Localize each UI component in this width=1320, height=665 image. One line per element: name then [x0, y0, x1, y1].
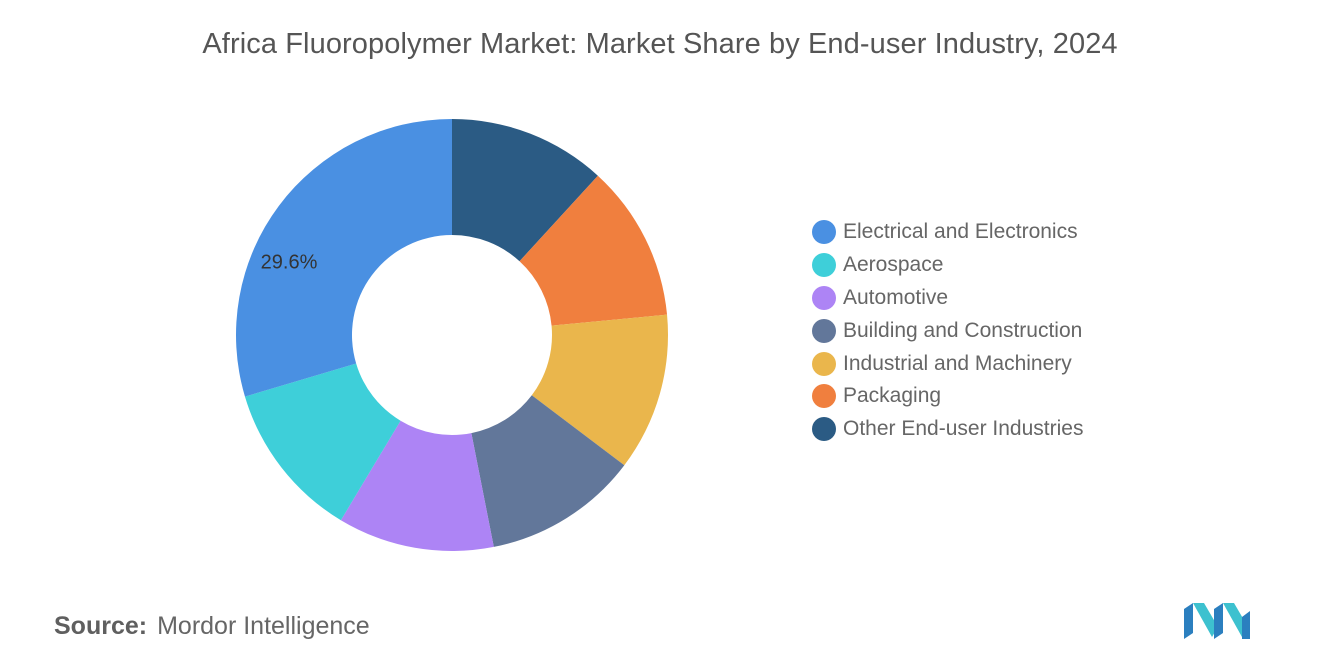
- mordor-intelligence-logo: [1184, 603, 1250, 639]
- legend-swatch: [812, 220, 836, 245]
- legend-item-automotive: Automotive: [812, 282, 1083, 315]
- source-note: Source: Mordor Intelligence: [54, 612, 370, 641]
- legend-label: Building and Construction: [843, 318, 1083, 342]
- legend-swatch: [812, 253, 836, 278]
- legend-label: Industrial and Machinery: [843, 351, 1072, 375]
- chart-legend: Electrical and Electronics Aerospace Autom…: [812, 216, 1083, 446]
- slice-other-end-user-industries: [452, 119, 598, 262]
- legend-swatch: [812, 351, 836, 376]
- slice-electrical-and-electronics: [236, 119, 452, 397]
- slice-packaging: [519, 175, 668, 326]
- legend-label: Electrical and Electronics: [843, 220, 1078, 244]
- slice-automotive: [340, 420, 494, 551]
- legend-item-aerospace: Aerospace: [812, 249, 1083, 282]
- source-value: Mordor Intelligence: [157, 612, 370, 640]
- legend-swatch: [812, 417, 836, 442]
- legend-label: Packaging: [843, 384, 942, 408]
- donut-data-labels: 29.6%: [261, 252, 318, 274]
- legend-item-building-and-construction: Building and Construction: [812, 314, 1083, 347]
- legend-label: Other End-user Industries: [843, 417, 1084, 441]
- slice-aerospace: [244, 363, 401, 521]
- legend-swatch: [812, 384, 836, 409]
- legend-item-industrial-and-machinery: Industrial and Machinery: [812, 347, 1083, 380]
- legend-item-packaging: Packaging: [812, 380, 1083, 413]
- legend-label: Automotive: [843, 285, 949, 309]
- slice-building-and-construction: [471, 395, 625, 547]
- data-label-electrical-and-electronics: 29.6%: [261, 252, 318, 274]
- source-label: Source:: [54, 612, 148, 640]
- legend-swatch: [812, 318, 836, 343]
- slice-industrial-and-machinery: [531, 314, 668, 466]
- chart-title: Africa Fluoropolymer Market: Market Shar…: [202, 28, 1118, 60]
- legend-item-other-end-user-industries: Other End-user Industries: [812, 413, 1083, 446]
- legend-label: Aerospace: [843, 253, 944, 277]
- legend-swatch: [812, 285, 836, 310]
- legend-item-electrical-and-electronics: Electrical and Electronics: [812, 216, 1083, 249]
- donut-slices: [236, 119, 668, 551]
